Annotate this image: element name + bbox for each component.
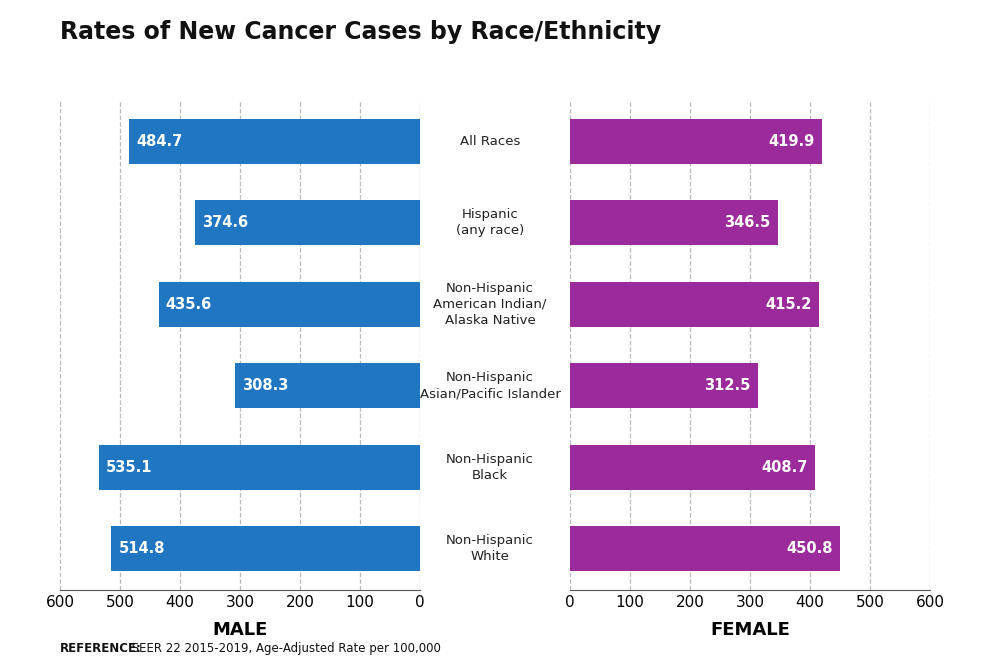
Text: All Races: All Races	[460, 135, 520, 148]
Text: 346.5: 346.5	[724, 215, 771, 230]
Text: 514.8: 514.8	[118, 541, 165, 556]
Text: 374.6: 374.6	[202, 215, 249, 230]
Text: 415.2: 415.2	[766, 297, 812, 312]
Text: SEER 22 2015-2019, Age-Adjusted Rate per 100,000: SEER 22 2015-2019, Age-Adjusted Rate per…	[128, 643, 441, 655]
Bar	[129, 119, 420, 163]
Bar	[570, 282, 819, 327]
Text: Hispanic
(any race): Hispanic (any race)	[456, 208, 524, 237]
Bar	[570, 527, 840, 572]
Text: 450.8: 450.8	[787, 541, 833, 556]
Text: 312.5: 312.5	[704, 379, 750, 393]
Text: 408.7: 408.7	[762, 460, 808, 475]
Bar	[111, 527, 420, 572]
Text: Non-Hispanic
Asian/Pacific Islander: Non-Hispanic Asian/Pacific Islander	[420, 371, 560, 400]
Text: 435.6: 435.6	[166, 297, 212, 312]
Bar	[570, 363, 758, 408]
Bar	[235, 363, 420, 408]
Bar	[570, 200, 778, 245]
Text: 484.7: 484.7	[136, 134, 183, 149]
Bar	[159, 282, 420, 327]
Text: Rates of New Cancer Cases by Race/Ethnicity: Rates of New Cancer Cases by Race/Ethnic…	[60, 19, 661, 44]
Text: Non-Hispanic
Black: Non-Hispanic Black	[446, 453, 534, 482]
X-axis label: FEMALE: FEMALE	[710, 621, 790, 639]
Text: 535.1: 535.1	[106, 460, 153, 475]
Bar	[195, 200, 420, 245]
Bar	[570, 445, 815, 490]
X-axis label: MALE: MALE	[212, 621, 268, 639]
Text: 308.3: 308.3	[242, 379, 289, 393]
Bar	[570, 119, 822, 163]
Bar	[99, 445, 420, 490]
Text: REFERENCE:: REFERENCE:	[60, 643, 142, 655]
Text: Non-Hispanic
American Indian/
Alaska Native: Non-Hispanic American Indian/ Alaska Nat…	[433, 282, 547, 327]
Text: Non-Hispanic
White: Non-Hispanic White	[446, 535, 534, 563]
Text: 419.9: 419.9	[768, 134, 815, 149]
